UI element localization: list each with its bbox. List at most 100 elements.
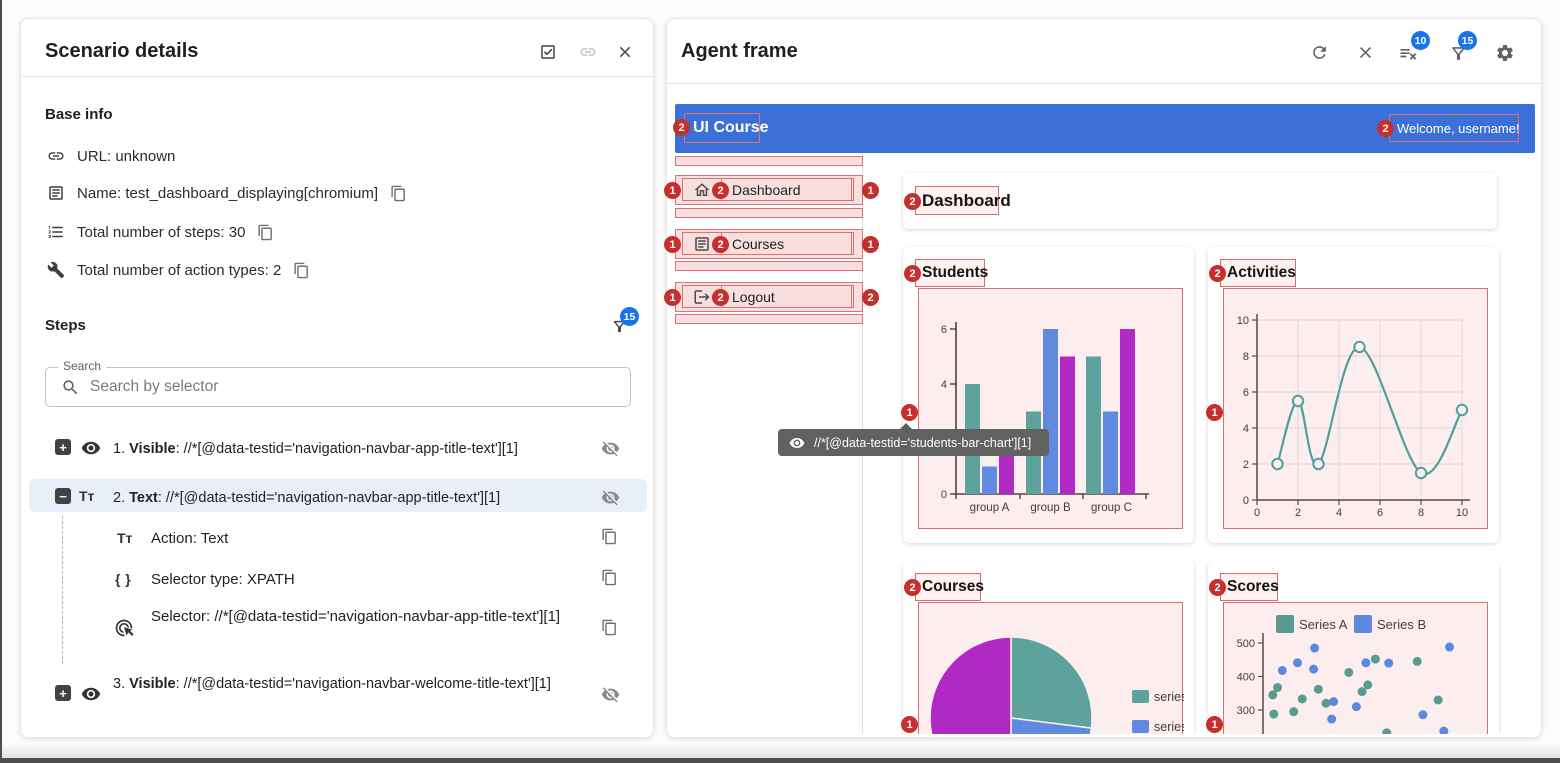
panel-title: Agent frame [681,40,798,62]
svg-text:10: 10 [1456,507,1468,519]
copy-icon[interactable] [257,224,274,241]
base-info-text: Name: test_dashboard_displaying[chromium… [77,184,378,202]
app-brand[interactable]: UI Course [693,119,769,136]
svg-text:4: 4 [1243,423,1249,435]
wrench-icon [47,261,65,279]
svg-text:400: 400 [1237,672,1255,684]
numbered-list-icon [47,223,65,241]
header-divider [667,83,1541,84]
nav-label-highlight-box: Courses [721,232,854,255]
copy-icon[interactable] [601,619,618,636]
nav-item-highlight-box: Dashboard [682,178,854,201]
text-format-icon [79,488,94,504]
copy-icon[interactable] [601,528,618,545]
eye-off-icon[interactable] [601,439,620,458]
svg-text:300: 300 [1237,705,1255,717]
step-row-2[interactable]: 2. Text: //*[@data-testid='navigation-na… [21,480,655,513]
link-icon[interactable] [579,43,597,61]
expand-plus-icon[interactable] [55,439,71,455]
highlight-badge: 1 [664,289,681,306]
svg-text:0: 0 [1254,507,1260,519]
window-bottom-shade [2,743,1560,758]
highlight-badge: 1 [862,182,879,199]
sidebar-item-courses[interactable]: Courses 1 2 1 [664,229,879,259]
close-icon[interactable] [616,43,634,61]
logout-icon [693,288,711,306]
sidebar-item-label: Dashboard [732,181,801,198]
highlight-badge: 2 [712,289,729,306]
checkbox-icon[interactable] [539,43,557,61]
refresh-icon[interactable] [1310,43,1329,62]
welcome-text: Welcome, username! [1397,121,1520,136]
window-bottom-edge [2,758,1560,763]
highlight-badge: 2 [904,265,921,282]
base-info-row-url: URL: unknown [47,146,175,166]
base-info-text: Total number of action types: 2 [77,261,282,279]
step-action: Visible [129,441,176,457]
app-navbar: 2 UI Course 2 Welcome, username! [673,104,1535,153]
filter-count-badge: 15 [620,307,639,326]
copy-icon[interactable] [293,262,310,279]
highlight-badge: 2 [673,119,690,136]
chart-title-highlight-box: Courses [915,573,984,601]
step-detail-connector [62,516,63,664]
sidebar-item-logout[interactable]: Logout 1 2 2 [664,282,879,312]
tooltip-arrow [900,423,912,429]
eye-off-icon[interactable] [601,488,620,507]
svg-text:8: 8 [1243,351,1249,363]
highlight-badge: 2 [904,193,921,210]
step-row-3[interactable]: 3. Visible: //*[@data-testid='navigation… [21,673,655,715]
eye-off-icon[interactable] [601,685,620,704]
svg-text:4: 4 [941,379,947,391]
step-detail-action: Action: Text [21,528,655,548]
highlight-badge: 2 [712,236,729,253]
svg-text:10: 10 [1237,315,1249,327]
collapse-minus-icon[interactable] [55,488,71,504]
highlight-badge: 1 [901,716,918,733]
search-input[interactable] [90,368,620,406]
selected-step-highlight [29,479,647,512]
highlight-badge: 1 [901,404,918,421]
steps-heading: Steps [45,317,86,334]
svg-text:group A: group A [970,502,1010,514]
chart-title: Activities [1227,264,1296,281]
base-info-heading: Base info [45,106,113,123]
svg-text:Series A: Series A [1299,617,1348,632]
close-icon[interactable] [1356,43,1375,62]
copy-icon[interactable] [601,569,618,586]
settings-icon[interactable] [1495,43,1515,63]
page-title-highlight-box: Dashboard [915,186,1011,215]
nav-item-highlight-box: Courses [682,232,854,255]
sidebar-item-dashboard[interactable]: Dashboard 1 2 1 [664,175,879,205]
agent-frame-panel: Agent frame 10 15 2 UI Course 2 Welcome,… [664,18,1542,738]
step-row-1[interactable]: 1. Visible: //*[@data-testid='navigation… [21,433,655,463]
detail-text: Selector type: XPATH [151,571,295,588]
nav-item-highlight-box: Logout [682,285,854,308]
expand-plus-icon[interactable] [55,685,71,701]
scenario-details-panel: Scenario details Base info URL: unknown … [20,18,654,738]
braces-icon [115,571,132,587]
step-action: Visible [129,676,176,692]
nav-label-highlight-box: Dashboard [721,178,854,201]
search-icon [61,378,80,397]
svg-text:group B: group B [1030,502,1071,514]
eye-icon [789,435,805,451]
copy-icon[interactable] [390,185,407,202]
selector-click-icon [114,618,134,638]
step-selector: : //*[@data-testid='navigation-navbar-ap… [175,441,518,457]
activities-chart-card: Activities 2 0 2 4 6 8 10 0 2 4 6 8 10 1 [1206,247,1499,543]
highlight-badge: 2 [712,182,729,199]
eye-icon [81,684,101,704]
article-icon [693,235,711,253]
step-action: Text [129,490,158,506]
svg-text:6: 6 [1243,387,1249,399]
panel-title: Scenario details [45,40,199,62]
